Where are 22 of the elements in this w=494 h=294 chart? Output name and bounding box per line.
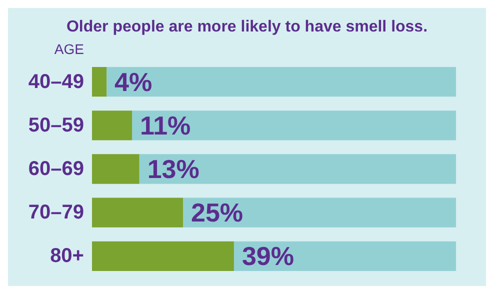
bar (92, 66, 107, 97)
data-label: 39% (242, 241, 294, 272)
bar (234, 241, 456, 272)
data-label: 13% (147, 154, 200, 184)
bar (139, 154, 456, 184)
y-tick-label: 50–59 (28, 114, 84, 136)
bar (92, 241, 234, 272)
bar (92, 110, 132, 140)
bar (92, 198, 183, 228)
y-tick-label: 60–69 (28, 158, 84, 180)
y-tick-label: 70–79 (28, 202, 84, 224)
bar (132, 110, 456, 140)
bar (92, 154, 140, 184)
data-label: 11% (140, 110, 191, 140)
bar (183, 198, 456, 228)
data-label: 25% (191, 198, 244, 228)
y-tick-label: 40–49 (28, 70, 84, 93)
data-label: 4% (114, 66, 152, 97)
chart-title: Older people are more likely to have smell loss. (66, 18, 428, 36)
y-axis-title: AGE (54, 41, 84, 57)
bar (106, 66, 456, 97)
y-tick-label: 80+ (50, 245, 84, 268)
